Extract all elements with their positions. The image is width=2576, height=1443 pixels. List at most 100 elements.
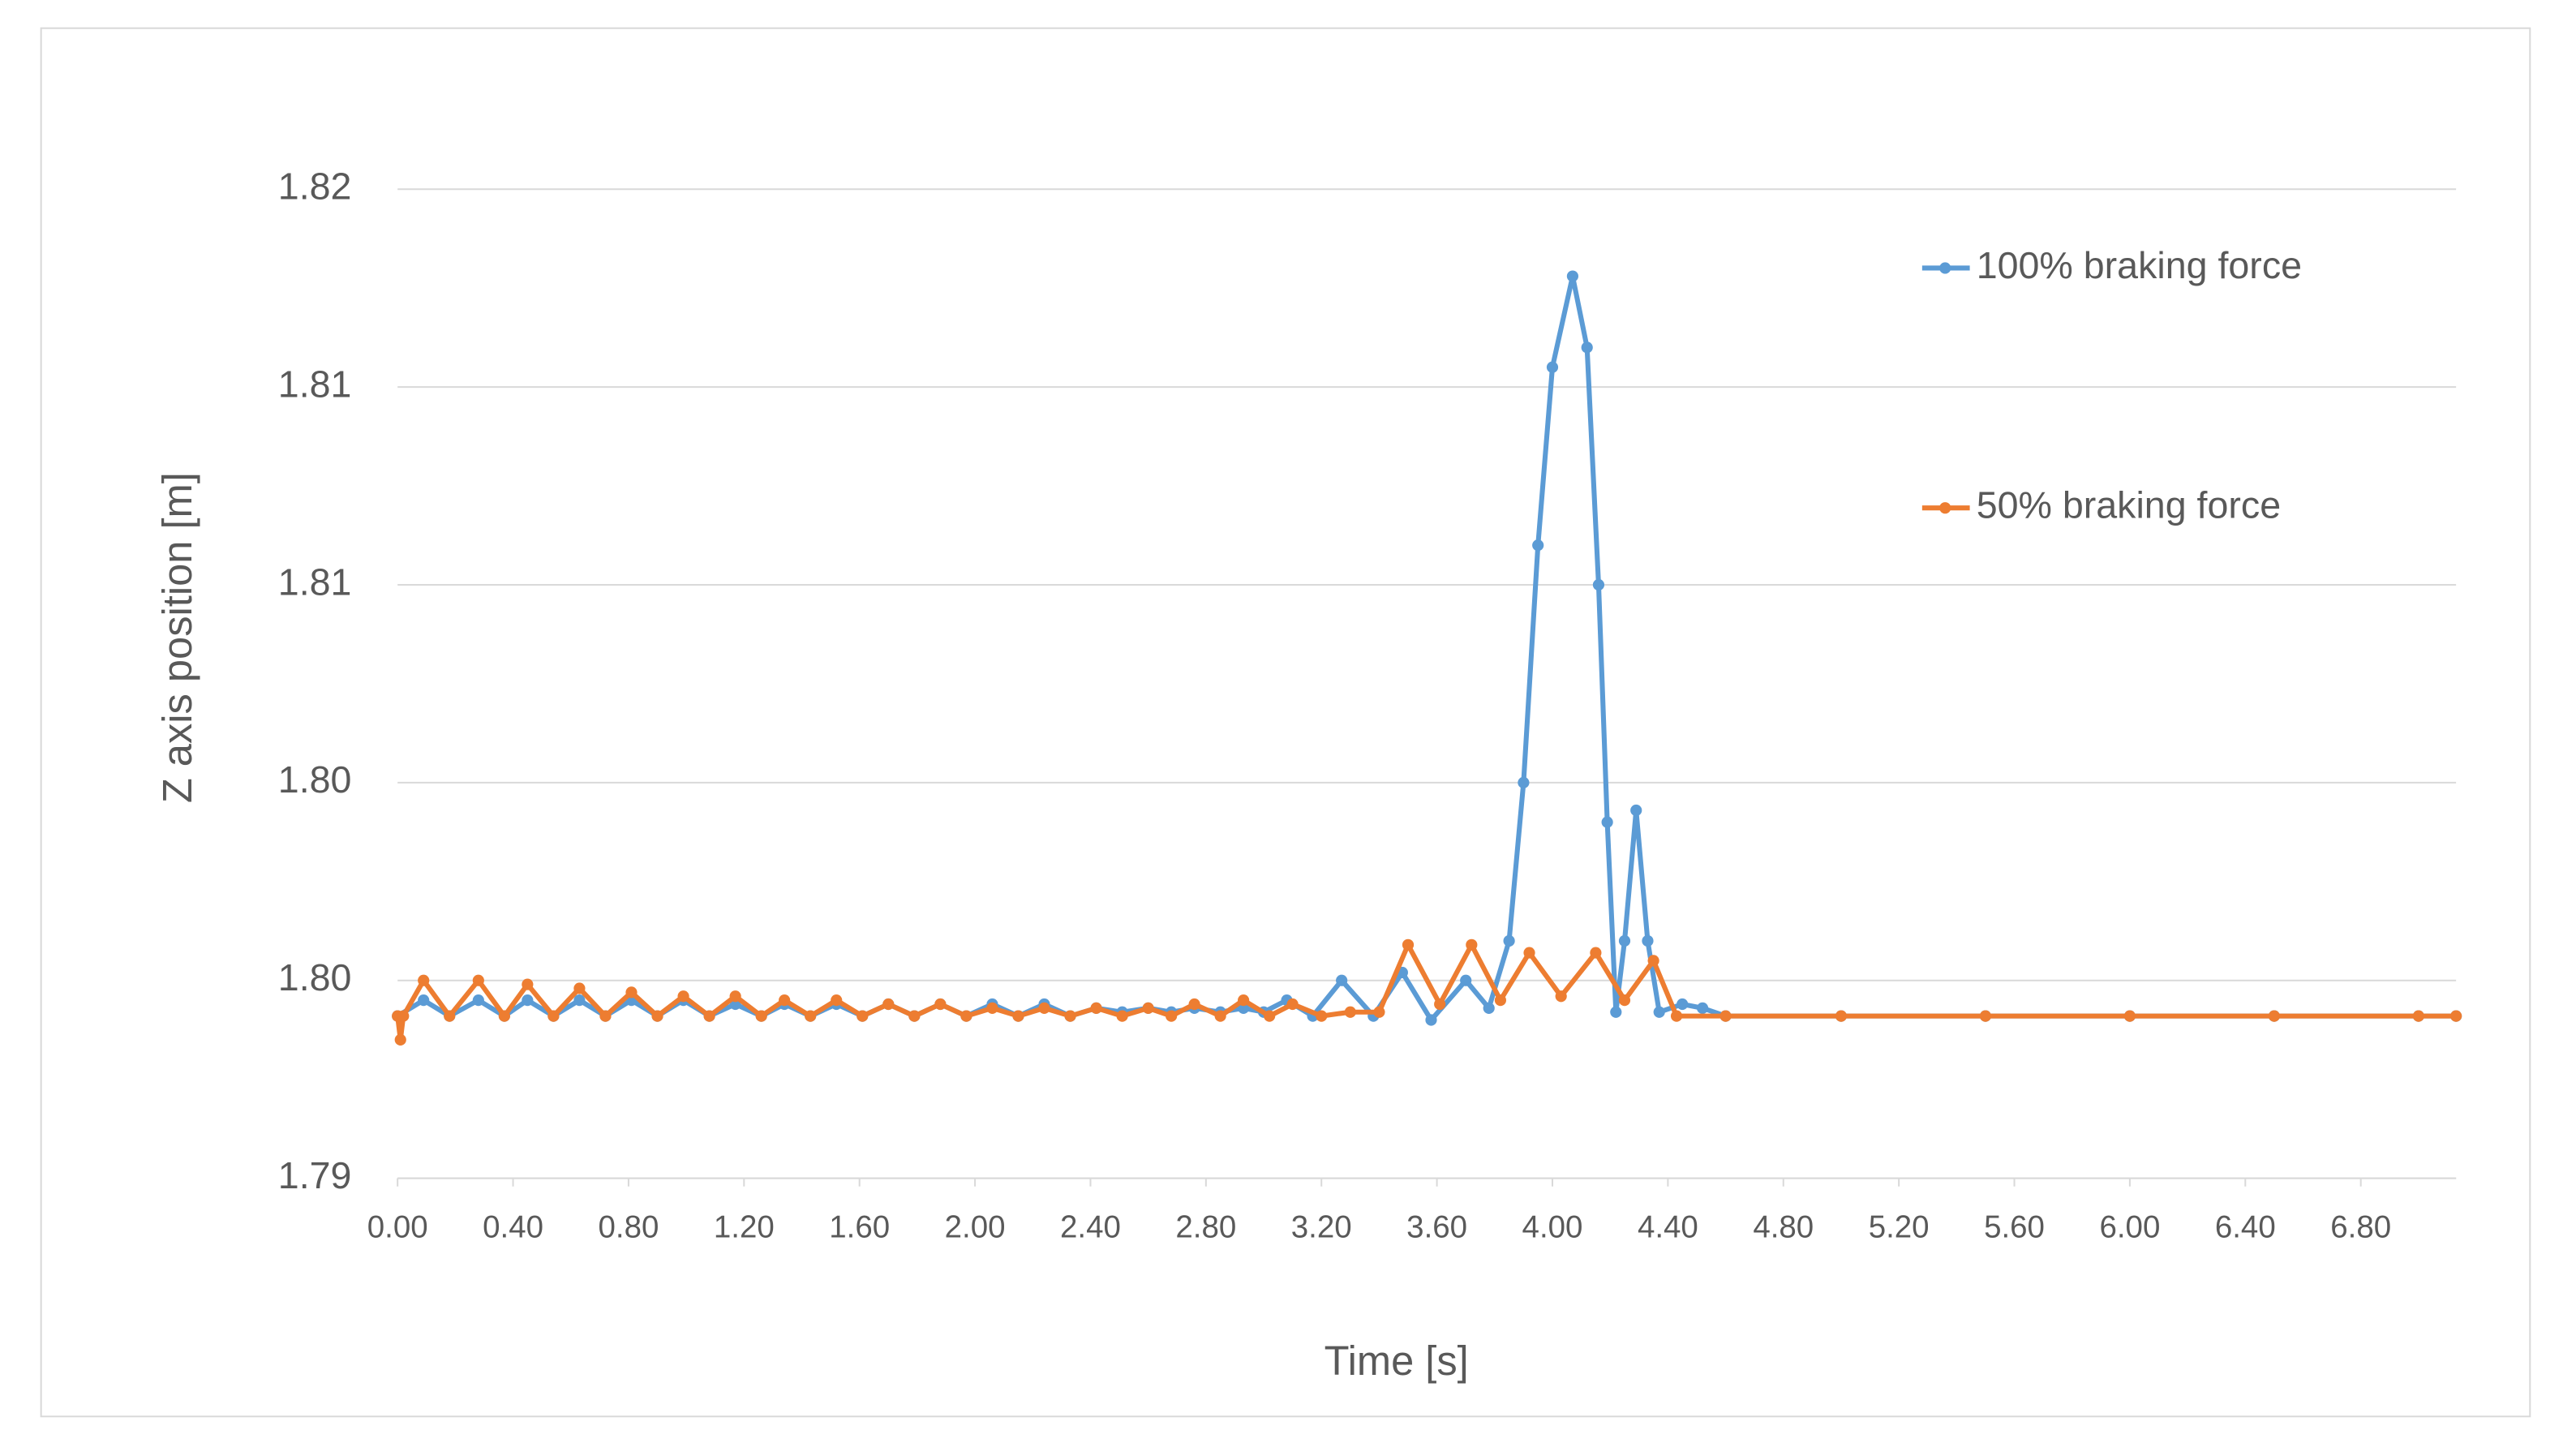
data-point (1647, 955, 1659, 967)
data-point (1142, 1002, 1154, 1014)
y-tick-label: 1.81 (278, 363, 352, 405)
data-point (831, 994, 843, 1007)
y-tick-label: 1.80 (278, 956, 352, 999)
y-tick-label: 1.80 (278, 758, 352, 801)
x-tick-label: 0.00 (367, 1210, 428, 1245)
data-point (779, 994, 791, 1007)
data-point (1286, 998, 1299, 1011)
data-point (1116, 1010, 1128, 1022)
data-point (755, 1010, 767, 1022)
data-point (2450, 1010, 2462, 1022)
y-tick-label: 1.81 (278, 560, 352, 603)
data-point (397, 1010, 410, 1022)
data-point (1166, 1010, 1178, 1022)
data-point (1566, 270, 1579, 282)
data-point (498, 1010, 510, 1022)
data-point (1618, 994, 1631, 1007)
data-point (1316, 1010, 1328, 1022)
data-point (1697, 1002, 1709, 1014)
x-tick-label: 6.80 (2330, 1210, 2391, 1245)
data-point (1373, 1006, 1385, 1018)
data-point (1214, 1010, 1226, 1022)
x-tick-label: 1.20 (714, 1210, 775, 1245)
data-point (960, 1010, 972, 1022)
data-point (1653, 1006, 1665, 1018)
x-tick-label: 5.20 (1869, 1210, 1930, 1245)
x-tick-label: 4.00 (1522, 1210, 1583, 1245)
data-point (1090, 1002, 1102, 1014)
data-point (1238, 1002, 1250, 1014)
data-point (1494, 994, 1507, 1007)
data-point (1188, 998, 1200, 1011)
data-point (1835, 1010, 1848, 1022)
data-point (1592, 578, 1605, 591)
data-point (547, 1010, 560, 1022)
data-point (444, 1010, 456, 1022)
series-line (395, 938, 2457, 1041)
data-point (522, 978, 534, 990)
x-tick-label: 4.80 (1753, 1210, 1814, 1245)
y-tick-label: 1.79 (278, 1154, 352, 1196)
data-point (1336, 974, 1348, 986)
data-point (1402, 938, 1415, 951)
data-point (1590, 947, 1602, 959)
data-point (857, 1010, 869, 1022)
x-axis-title: Time [s] (1324, 1338, 1469, 1384)
y-axis-title: Z axis position [m] (154, 472, 200, 803)
legend-marker (1939, 502, 1951, 514)
x-tick-label: 5.60 (1984, 1210, 2045, 1245)
data-point (703, 1010, 715, 1022)
data-point (1601, 816, 1613, 828)
data-point (2268, 1010, 2280, 1022)
data-point (805, 1010, 817, 1022)
data-point (418, 994, 430, 1007)
x-tick-label: 4.40 (1638, 1210, 1698, 1245)
data-point (522, 994, 534, 1007)
x-tick-label: 2.40 (1060, 1210, 1121, 1245)
data-point (1979, 1010, 1992, 1022)
data-point (651, 1010, 663, 1022)
x-tick-label: 3.20 (1291, 1210, 1352, 1245)
data-point (573, 982, 586, 994)
data-point (1483, 1002, 1495, 1014)
legend-marker (1939, 262, 1951, 274)
data-point (1503, 934, 1515, 947)
chart-frame (40, 27, 2531, 1418)
data-point (1425, 1014, 1437, 1026)
legend-label: 50% braking force (1977, 483, 2281, 526)
data-point (625, 986, 638, 999)
data-point (2123, 1010, 2136, 1022)
data-point (1434, 998, 1446, 1011)
x-tick-label: 3.60 (1406, 1210, 1467, 1245)
legend-label: 100% braking force (1977, 244, 2302, 286)
x-tick-label: 6.00 (2099, 1210, 2160, 1245)
data-point (2412, 1010, 2424, 1022)
data-point (472, 994, 484, 1007)
data-point (418, 974, 430, 986)
data-point (1064, 1010, 1076, 1022)
data-point (882, 998, 895, 1011)
data-point (394, 1033, 406, 1046)
data-point (908, 1010, 921, 1022)
data-point (599, 1010, 612, 1022)
x-tick-label: 2.80 (1175, 1210, 1236, 1245)
data-point (934, 998, 947, 1011)
data-point (1344, 1006, 1356, 1018)
x-tick-label: 2.00 (945, 1210, 1006, 1245)
data-point (1546, 361, 1559, 373)
data-point (1677, 998, 1689, 1011)
data-point (1670, 1010, 1683, 1022)
data-point (1460, 974, 1472, 986)
data-point (1038, 1002, 1050, 1014)
data-point (677, 990, 689, 1003)
data-point (1466, 938, 1478, 951)
data-point (1012, 1010, 1024, 1022)
data-point (1518, 776, 1530, 788)
data-point (1581, 341, 1593, 354)
data-point (1642, 934, 1654, 947)
data-point (1238, 994, 1250, 1007)
x-tick-label: 6.40 (2215, 1210, 2276, 1245)
data-point (1555, 990, 1567, 1003)
data-point (1610, 1006, 1622, 1018)
